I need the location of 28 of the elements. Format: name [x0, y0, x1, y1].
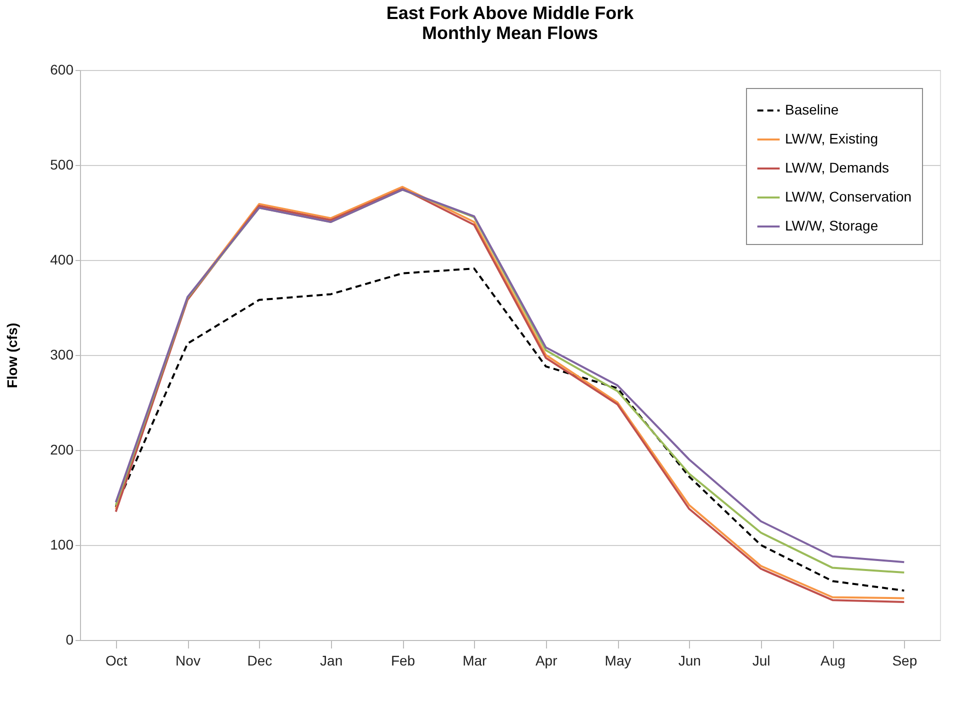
y-tick-label: 0	[66, 632, 74, 648]
legend-label: LW/W, Demands	[785, 160, 889, 176]
text: East Fork Above Middle Fork	[386, 3, 634, 23]
x-tick-label: Feb	[390, 652, 416, 668]
y-tick-label: 300	[50, 346, 74, 362]
x-tick-label: Mar	[462, 652, 488, 668]
x-tick-label: Jan	[320, 652, 343, 668]
x-tick-label: Sep	[892, 652, 918, 668]
line-series	[114, 268, 906, 592]
y-tick-label: 200	[50, 442, 74, 458]
x-tick-label: Apr	[535, 652, 558, 668]
y-axis-title: Flow (cfs)	[4, 322, 20, 388]
y-tick-label: 500	[50, 156, 74, 172]
x-tick-label: Jun	[678, 652, 701, 668]
legend-label: LW/W, Storage	[785, 218, 878, 234]
x-tick-label: Dec	[247, 652, 272, 668]
legend-label: LW/W, Conservation	[785, 188, 912, 204]
text: Monthly Mean Flows	[422, 23, 598, 43]
legend-label: Baseline	[785, 102, 839, 118]
legend-label: LW/W, Existing	[785, 130, 878, 146]
x-tick-label: Jul	[752, 652, 770, 668]
x-tick-label: May	[604, 652, 632, 668]
y-tick-label: 100	[50, 536, 74, 552]
y-tick-label: 400	[50, 252, 74, 268]
x-tick-label: Aug	[820, 652, 846, 668]
x-tick-label: Oct	[105, 652, 128, 668]
y-tick-label: 600	[50, 62, 74, 78]
x-tick-label: Nov	[176, 652, 200, 668]
